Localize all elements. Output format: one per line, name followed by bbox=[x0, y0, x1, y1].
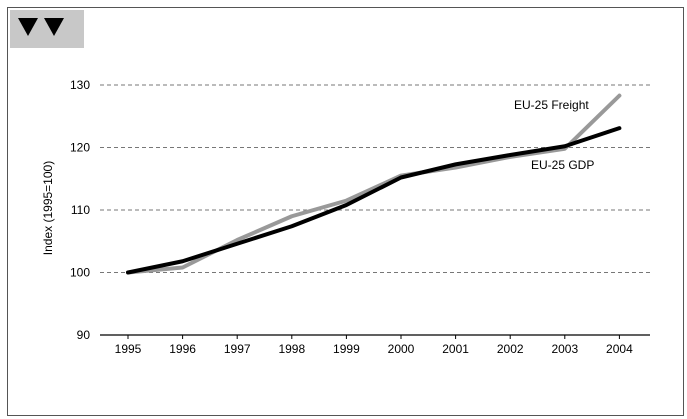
series-line bbox=[126, 126, 622, 275]
axes bbox=[100, 334, 650, 339]
y-tick-label: 110 bbox=[71, 203, 90, 217]
x-tick-label: 2003 bbox=[551, 342, 578, 356]
x-tick-label: 1998 bbox=[278, 342, 305, 356]
header-badge bbox=[10, 10, 84, 48]
series-label: EU-25 GDP bbox=[531, 158, 594, 172]
double-down-triangle-icon bbox=[18, 18, 64, 36]
x-tick-label: 2001 bbox=[442, 342, 469, 356]
y-tick-label: 130 bbox=[70, 78, 90, 92]
x-tick-label: 2002 bbox=[497, 342, 524, 356]
x-tick-label: 1997 bbox=[224, 342, 251, 356]
series-label: EU-25 Freight bbox=[514, 98, 589, 112]
y-axis-title: Index (1995=100) bbox=[41, 161, 55, 255]
series-lines bbox=[126, 93, 622, 275]
x-tick-label: 1999 bbox=[333, 342, 360, 356]
y-tick-label: 100 bbox=[70, 266, 90, 280]
chart-frame bbox=[7, 7, 684, 416]
x-tick-label: 2004 bbox=[606, 342, 633, 356]
x-tick-labels: 1995 1996 1997 1998 1999 2000 2001 2002 2003 2004 bbox=[115, 342, 633, 356]
series-line bbox=[126, 93, 622, 275]
y-tick-labels: 90 100 110 120 130 bbox=[70, 78, 90, 342]
grid-lines bbox=[100, 84, 650, 273]
y-tick-label: 90 bbox=[77, 328, 91, 342]
x-tick-label: 1996 bbox=[169, 342, 196, 356]
y-tick-label: 120 bbox=[70, 141, 90, 155]
x-tick-label: 2000 bbox=[388, 342, 415, 356]
series-labels: EU-25 Freight EU-25 GDP bbox=[514, 98, 594, 172]
x-tick-label: 1995 bbox=[115, 342, 142, 356]
